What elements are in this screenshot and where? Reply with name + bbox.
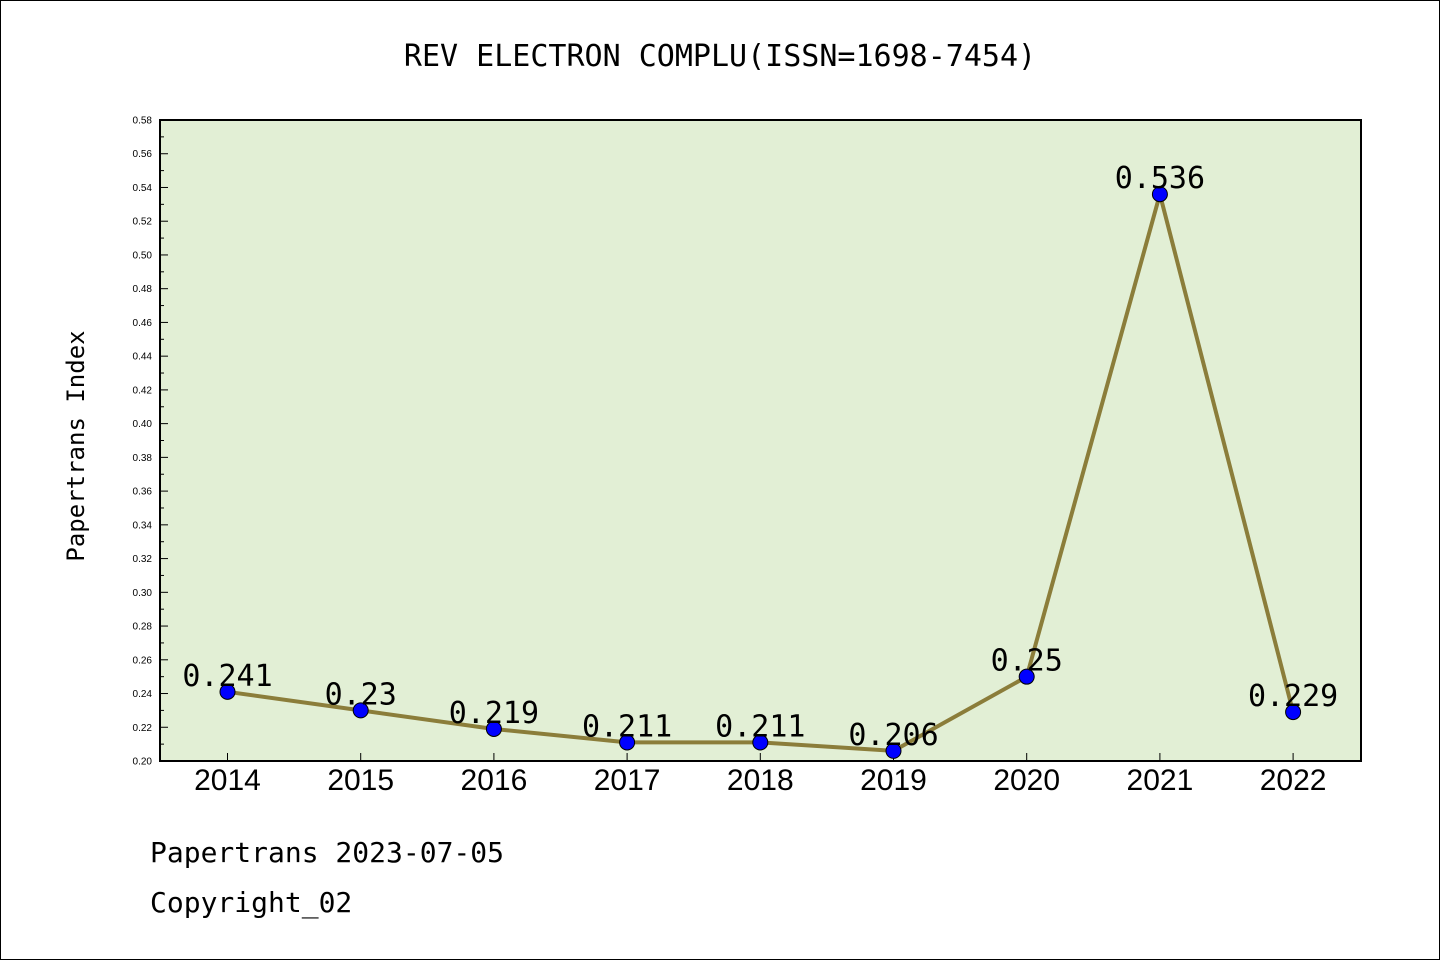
data-point (885, 742, 902, 759)
y-tick-label: 0.52 (133, 217, 153, 228)
data-point (752, 734, 769, 751)
y-tick-label: 0.26 (133, 655, 153, 666)
y-tick-label: 0.34 (133, 520, 153, 531)
x-tick-label: 2017 (594, 764, 661, 797)
y-tick-label: 0.48 (133, 284, 153, 295)
data-point (1151, 186, 1168, 203)
series-line-group (219, 186, 1302, 759)
data-label: 0.229 (1248, 679, 1338, 714)
x-tick-label: 2020 (993, 764, 1060, 797)
plot-area (159, 119, 1362, 762)
x-tick-label: 2022 (1260, 764, 1327, 797)
footer-date: Papertrans 2023-07-05 (150, 836, 505, 869)
data-label: 0.23 (325, 677, 397, 712)
data-label: 0.241 (182, 659, 272, 694)
x-tick-label: 2021 (1127, 764, 1194, 797)
y-tick-label: 0.54 (133, 183, 153, 194)
chart-title: REV ELECTRON COMPLU(ISSN=1698-7454) (404, 39, 1036, 74)
data-point (352, 702, 369, 719)
y-tick-label: 0.58 (133, 116, 153, 127)
x-tick-label: 2014 (194, 764, 261, 797)
data-label: 0.211 (582, 709, 672, 744)
data-point (485, 720, 502, 737)
data-label: 0.536 (1115, 161, 1205, 196)
data-point (1285, 704, 1302, 721)
y-axis-label: Papertrans Index (62, 330, 90, 561)
y-tick-label: 0.28 (133, 622, 153, 633)
y-tick-label: 0.20 (133, 757, 153, 768)
y-tick-label: 0.36 (133, 487, 153, 498)
y-tick-label: 0.40 (133, 419, 153, 430)
y-tick-label: 0.22 (133, 723, 153, 734)
x-tick-label: 2015 (327, 764, 394, 797)
data-point (219, 683, 236, 700)
data-label: 0.211 (715, 709, 805, 744)
data-point (1018, 668, 1035, 685)
y-tick-label: 0.46 (133, 318, 153, 329)
data-label: 0.219 (449, 696, 539, 731)
x-tick-label: 2018 (727, 764, 794, 797)
y-tick-label: 0.44 (133, 352, 153, 363)
y-tick-label: 0.42 (133, 385, 153, 396)
axis-ticks: 0.20 0.22 0.24 0.26 0.28 0.30 0.32 0.34 0.36 0.38… (133, 116, 1327, 798)
y-tick-label: 0.24 (133, 689, 153, 700)
y-tick-label: 0.56 (133, 149, 153, 160)
data-label: 0.25 (991, 644, 1063, 679)
y-tick-label: 0.50 (133, 250, 153, 261)
y-tick-label: 0.32 (133, 554, 153, 565)
data-point (619, 734, 636, 751)
footer-copyright: Copyright_02 (150, 886, 353, 919)
x-tick-label: 2019 (860, 764, 927, 797)
data-label: 0.206 (848, 718, 938, 753)
y-tick-label: 0.38 (133, 453, 153, 464)
x-tick-label: 2016 (461, 764, 528, 797)
y-tick-label: 0.30 (133, 588, 153, 599)
data-labels-group: 0.241 0.23 0.219 0.211 0.211 0.206 0.25 0.536 0.… (182, 161, 1338, 753)
